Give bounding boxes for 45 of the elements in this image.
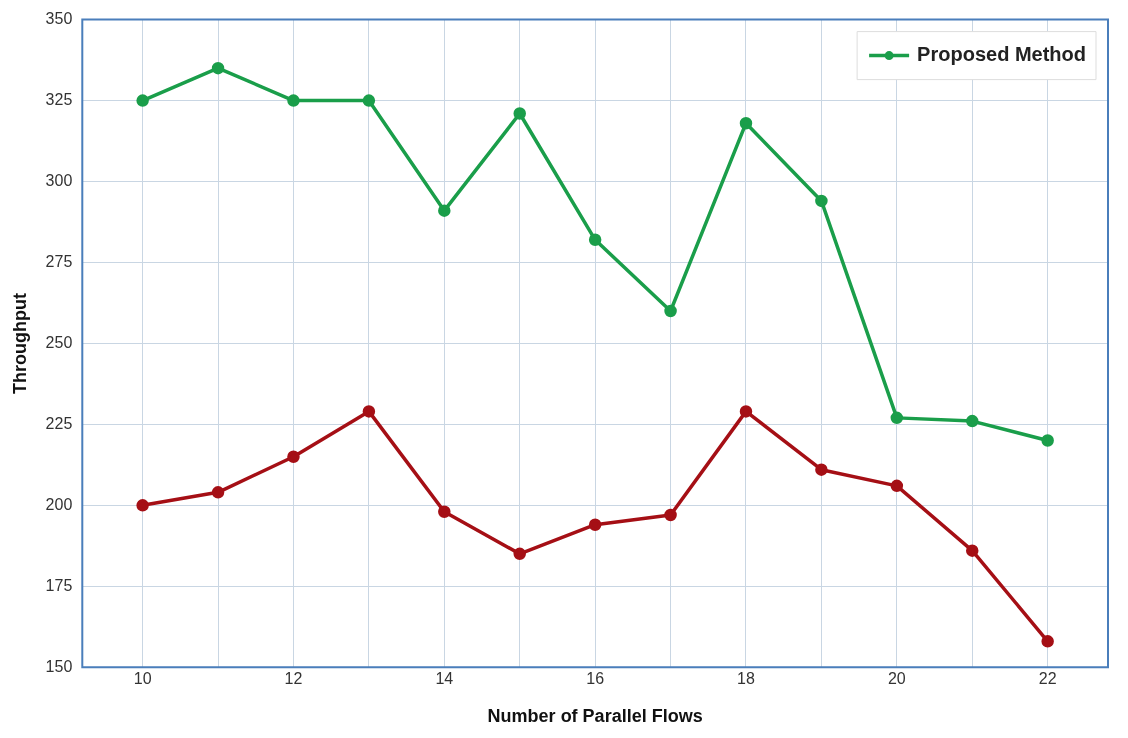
point xyxy=(136,499,149,512)
point xyxy=(211,486,225,499)
point xyxy=(588,518,602,531)
x-axis-title: Number of Parallel Flows xyxy=(487,706,703,727)
y-tick-label: 350 xyxy=(45,10,73,28)
y-tick-label: 175 xyxy=(45,576,73,594)
point xyxy=(287,94,300,107)
point xyxy=(664,304,677,318)
point xyxy=(1041,635,1054,648)
point xyxy=(588,233,602,247)
y-tick-label: 325 xyxy=(45,90,73,108)
y-tick-label: 250 xyxy=(45,333,73,351)
point xyxy=(136,94,149,107)
y-tick-label: 275 xyxy=(45,252,73,270)
point xyxy=(739,405,753,418)
x-tick-label: 10 xyxy=(133,670,152,688)
point xyxy=(664,508,677,522)
point xyxy=(815,463,828,476)
point xyxy=(362,94,376,107)
y-tick-label: 150 xyxy=(45,657,73,675)
x-tick-label: 18 xyxy=(737,670,755,688)
y-tick-label: 300 xyxy=(45,171,73,189)
point xyxy=(815,194,828,208)
point xyxy=(438,505,451,519)
point xyxy=(513,107,526,120)
y-axis-title: Throughput xyxy=(9,292,30,394)
point xyxy=(438,204,451,217)
point xyxy=(739,116,753,130)
x-tick-label: 12 xyxy=(284,670,303,688)
y-tick-label: 200 xyxy=(45,495,73,513)
x-tick-label: 20 xyxy=(887,670,906,688)
x-tick-label: 14 xyxy=(435,670,454,688)
point xyxy=(890,411,904,425)
y-tick-label: 225 xyxy=(45,414,73,432)
point xyxy=(513,547,526,561)
point xyxy=(287,450,300,463)
point xyxy=(890,479,904,493)
legend-label: Proposed Method xyxy=(917,43,1086,66)
x-tick-label: 16 xyxy=(586,670,605,688)
point xyxy=(211,61,225,75)
point xyxy=(966,414,979,428)
point xyxy=(966,544,979,557)
point xyxy=(1041,434,1054,447)
x-tick-label: 22 xyxy=(1038,670,1057,688)
point xyxy=(362,405,376,418)
